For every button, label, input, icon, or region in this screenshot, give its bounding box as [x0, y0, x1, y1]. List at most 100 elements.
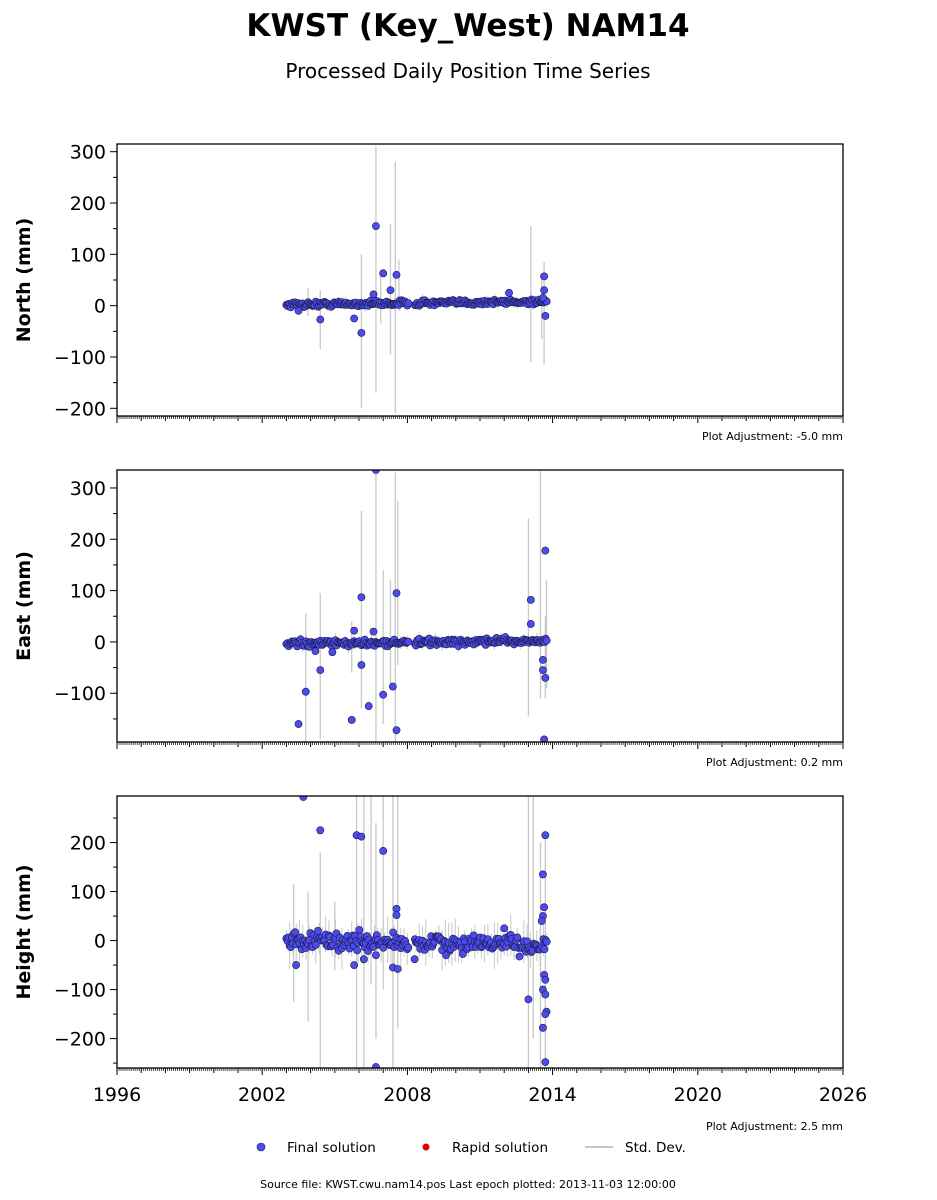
final-solution-point	[540, 286, 549, 295]
y-axis-label: Height (mm)	[13, 864, 35, 999]
final-solution-point	[526, 595, 535, 604]
x-tick-label: 2026	[819, 1084, 867, 1106]
y-tick-label: −100	[54, 683, 106, 705]
y-tick-label: 200	[70, 193, 106, 215]
final-solution-point	[541, 1058, 550, 1067]
std-dev-bars	[285, 146, 548, 414]
final-solution-point	[392, 911, 401, 919]
legend: Final solution Rapid solution Std. Dev.	[256, 1140, 686, 1156]
final-solution-point	[540, 945, 549, 954]
x-tick-label: 2002	[238, 1084, 286, 1106]
final-solution-point	[542, 636, 551, 645]
final-solution-point	[541, 673, 550, 682]
final-solution-point	[357, 328, 366, 337]
final-solution-point	[541, 990, 550, 999]
final-solution-point	[372, 1063, 380, 1068]
final-solution-point	[542, 937, 551, 946]
final-solution-point	[404, 637, 413, 646]
legend-stddev-label: Std. Dev.	[625, 1140, 686, 1156]
x-tick-label: 2014	[528, 1084, 576, 1106]
final-solution-point	[458, 950, 467, 958]
final-solution-point	[359, 955, 368, 964]
x-axis-ticks	[116, 742, 844, 749]
y-tick-label: 200	[70, 833, 106, 855]
final-solution-point	[515, 952, 524, 961]
plot-area	[282, 470, 551, 742]
y-tick-label: 100	[70, 882, 106, 904]
final-solution-point	[350, 626, 359, 635]
final-solution-point	[541, 546, 550, 555]
final-solution-point	[314, 926, 322, 935]
x-tick-label: 2020	[674, 1084, 722, 1106]
y-tick-label: 300	[70, 478, 106, 500]
final-solution-point	[393, 965, 402, 973]
final-solution-point	[372, 470, 380, 474]
final-solution-point	[347, 716, 356, 724]
y-tick-label: −200	[54, 1029, 106, 1051]
figure-subtitle: Processed Daily Position Time Series	[285, 59, 650, 83]
y-tick-label: 200	[70, 529, 106, 551]
final-solution-point	[316, 666, 325, 675]
final-solution-point	[392, 589, 401, 598]
y-tick-label: 300	[70, 142, 106, 164]
y-tick-label: 0	[94, 632, 106, 654]
legend-rapid-marker	[422, 1143, 430, 1151]
plot-area	[282, 146, 551, 414]
final-solution-point	[541, 975, 550, 984]
final-solution-point	[386, 286, 395, 295]
y-tick-label: −100	[54, 980, 106, 1002]
footer-source: Source file: KWST.cwu.nam14.pos Last epo…	[260, 1178, 676, 1191]
final-solution-points	[282, 470, 551, 742]
final-solution-point	[357, 661, 366, 669]
final-solution-point	[526, 620, 535, 628]
final-solution-point	[540, 903, 549, 912]
final-solution-point	[540, 735, 549, 742]
plot-area	[282, 796, 551, 1068]
adjustment-label-north: Plot Adjustment: -5.0 mm	[702, 430, 843, 443]
north-panel: 300 200 100 0 −100 −200 North (mm)	[13, 142, 844, 423]
y-axis: 200 100 0 −100 −200	[54, 817, 117, 1064]
final-solution-point	[513, 933, 522, 942]
plot-frame	[116, 795, 844, 1069]
legend-final-marker	[256, 1142, 266, 1152]
final-solution-point	[410, 955, 419, 964]
final-solution-point	[539, 1023, 547, 1032]
plot-frame	[116, 469, 844, 743]
final-solution-point	[311, 940, 320, 949]
final-solution-point	[540, 272, 549, 281]
final-solution-point	[294, 306, 303, 315]
final-solution-point	[379, 690, 388, 699]
x-tick-label: 2008	[383, 1084, 431, 1106]
final-solution-point	[539, 666, 547, 675]
adjustment-label-height: Plot Adjustment: 2.5 mm	[706, 1120, 843, 1133]
final-solution-point	[364, 702, 373, 710]
final-solution-point	[353, 946, 362, 955]
east-panel: 300 200 100 0 −100 East (mm)	[13, 469, 844, 749]
final-solution-point	[541, 1010, 550, 1018]
final-solution-points	[282, 796, 551, 1068]
final-solution-point	[355, 926, 364, 934]
y-axis: 300 200 100 0 −100	[54, 478, 117, 720]
final-solution-point	[392, 270, 401, 279]
final-solution-point	[328, 648, 337, 657]
y-tick-label: 0	[94, 931, 106, 953]
final-solution-point	[350, 961, 359, 969]
final-solution-point	[539, 294, 547, 302]
final-solution-point	[539, 870, 547, 879]
legend-rapid-label: Rapid solution	[452, 1140, 548, 1156]
y-axis-label: North (mm)	[13, 218, 35, 343]
final-solution-points	[282, 222, 551, 337]
final-solution-point	[404, 299, 413, 308]
std-dev-bars	[285, 470, 548, 742]
x-tick-label: 1996	[93, 1084, 141, 1106]
y-tick-label: −200	[54, 398, 106, 420]
y-tick-label: 100	[70, 581, 106, 603]
final-solution-point	[541, 831, 550, 840]
final-solution-point	[292, 961, 300, 969]
y-axis-label: East (mm)	[13, 551, 35, 661]
plot-frame	[116, 143, 844, 417]
y-tick-label: −100	[54, 347, 106, 369]
final-solution-point	[388, 682, 397, 691]
final-solution-point	[316, 315, 325, 324]
